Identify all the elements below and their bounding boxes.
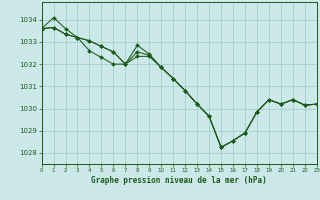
X-axis label: Graphe pression niveau de la mer (hPa): Graphe pression niveau de la mer (hPa) (91, 176, 267, 185)
